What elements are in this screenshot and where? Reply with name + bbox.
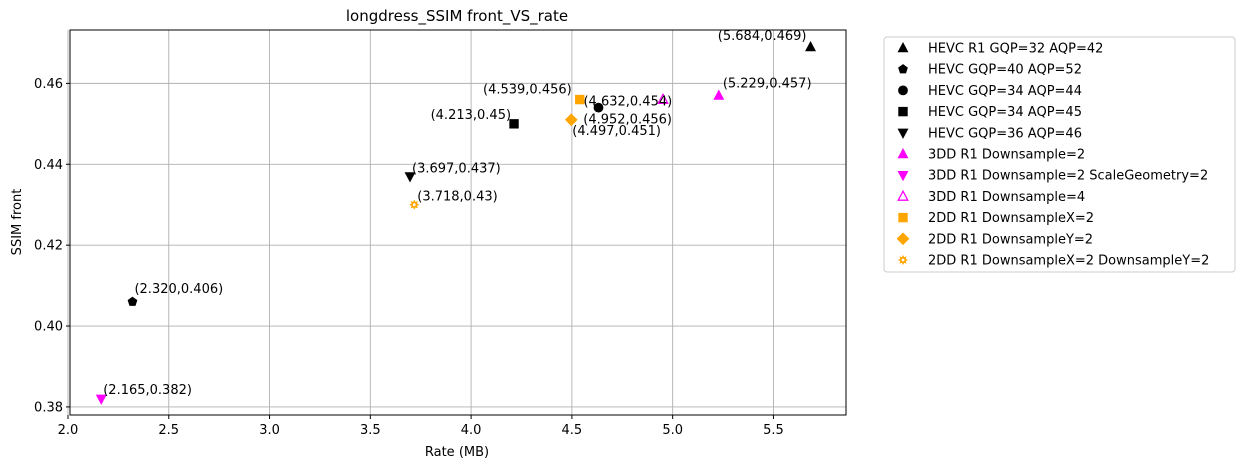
legend-label: 3DD R1 Downsample=2 ScaleGeometry=2 [928, 169, 1208, 184]
x-tick-label: 4.5 [562, 423, 583, 438]
y-tick-label: 0.42 [34, 239, 63, 254]
data-point [95, 394, 107, 405]
legend-marker [896, 232, 910, 246]
data-label: (3.718,0.43) [417, 190, 497, 205]
legend-label: HEVC GQP=36 AQP=46 [928, 126, 1082, 141]
legend-label: 3DD R1 Downsample=4 [928, 190, 1085, 205]
data-point [404, 172, 416, 183]
x-tick-label: 4.0 [461, 423, 482, 438]
legend-marker [897, 147, 909, 159]
y-tick-label: 0.44 [34, 158, 63, 173]
legend-item: 3DD R1 Downsample=2 [897, 147, 1085, 163]
chart-title: longdress_SSIM front_VS_rate [346, 7, 568, 26]
legend-item: 2DD R1 DownsampleY=2 [896, 232, 1093, 247]
plot-area-frame [69, 29, 847, 416]
data-label: (4.213,0.45) [431, 108, 511, 123]
legend-marker [897, 170, 909, 182]
y-tick-label: 0.46 [34, 77, 63, 92]
legend-item: 3DD R1 Downsample=2 ScaleGeometry=2 [897, 169, 1208, 184]
x-tick-label: 3.0 [259, 423, 280, 438]
data-point [593, 102, 604, 113]
data-point [409, 199, 420, 210]
legend-frame [883, 36, 1236, 273]
legend-label: HEVC GQP=34 AQP=45 [928, 105, 1082, 120]
legend-marker [897, 189, 909, 201]
data-point [805, 40, 816, 52]
legend-marker [897, 41, 909, 53]
legend-item: HEVC GQP=36 AQP=46 [897, 126, 1082, 141]
axis-ticks: 2.0 2.5 3.0 3.5 4.0 4.5 5.0 5.5 0.38 0.40 0.42 0.44… [34, 77, 784, 438]
legend-marker [898, 85, 908, 96]
data-point [509, 119, 519, 129]
legend-marker [898, 212, 908, 223]
data-label: (3.697,0.437) [412, 161, 501, 176]
x-tick-label: 5.5 [763, 423, 784, 438]
legend-marker [897, 254, 909, 266]
data-label: (2.165,0.382) [103, 383, 192, 398]
y-axis-label: SSIM front [10, 189, 25, 256]
legend-label: HEVC GQP=40 AQP=52 [928, 63, 1082, 78]
legend-label: 2DD R1 DownsampleY=2 [928, 232, 1093, 247]
legend-item: HEVC GQP=40 AQP=52 [898, 63, 1082, 78]
legend-item: 2DD R1 DownsampleX=2 DownsampleY=2 [897, 254, 1209, 269]
data-label: (4.539,0.456) [483, 83, 572, 98]
legend-label: 2DD R1 DownsampleX=2 DownsampleY=2 [928, 254, 1209, 269]
data-label: (4.497,0.451) [572, 124, 661, 139]
data-label: (5.684,0.469) [718, 29, 807, 44]
data-point [564, 113, 578, 127]
data-point [657, 92, 669, 105]
data-labels: (5.684,0.469) (2.320,0.406) (4.632,0.454) (… [103, 29, 811, 398]
legend-label: 2DD R1 DownsampleX=2 [928, 211, 1094, 226]
y-tick-label: 0.40 [34, 320, 63, 335]
data-label: (4.952,0.456) [583, 113, 672, 128]
data-point [575, 94, 585, 105]
x-tick-label: 3.5 [360, 423, 381, 438]
x-tick-label: 2.5 [158, 423, 179, 438]
legend-marker [898, 64, 908, 74]
data-label: (4.632,0.454) [583, 95, 672, 110]
x-tick-label: 5.0 [662, 423, 683, 438]
legend-label: 3DD R1 Downsample=2 [928, 148, 1085, 163]
legend-marker [898, 106, 908, 117]
data-point [713, 89, 725, 100]
legend-label: HEVC R1 GQP=32 AQP=42 [928, 42, 1103, 57]
legend: HEVC R1 GQP=32 AQP=42 HEVC GQP=40 AQP=52 H… [883, 36, 1236, 273]
legend-item: HEVC GQP=34 AQP=44 [898, 84, 1082, 99]
data-point-center [412, 203, 416, 207]
data-label: (5.229,0.457) [723, 77, 812, 92]
legend-item: HEVC R1 GQP=32 AQP=42 [897, 41, 1103, 57]
data-label: (2.320,0.406) [134, 282, 223, 297]
x-axis-label: Rate (MB) [425, 445, 489, 460]
legend-label: HEVC GQP=34 AQP=44 [928, 84, 1082, 99]
data-points [95, 40, 816, 405]
legend-item: 2DD R1 DownsampleX=2 [898, 211, 1094, 226]
legend-marker [897, 128, 909, 139]
legend-item: 3DD R1 Downsample=4 [897, 189, 1085, 205]
y-tick-label: 0.38 [34, 400, 63, 415]
grid-lines [67, 30, 846, 415]
data-point [127, 296, 138, 306]
legend-marker-center [901, 258, 905, 262]
x-tick-label: 2.0 [58, 423, 79, 438]
legend-item: HEVC GQP=34 AQP=45 [898, 105, 1082, 120]
